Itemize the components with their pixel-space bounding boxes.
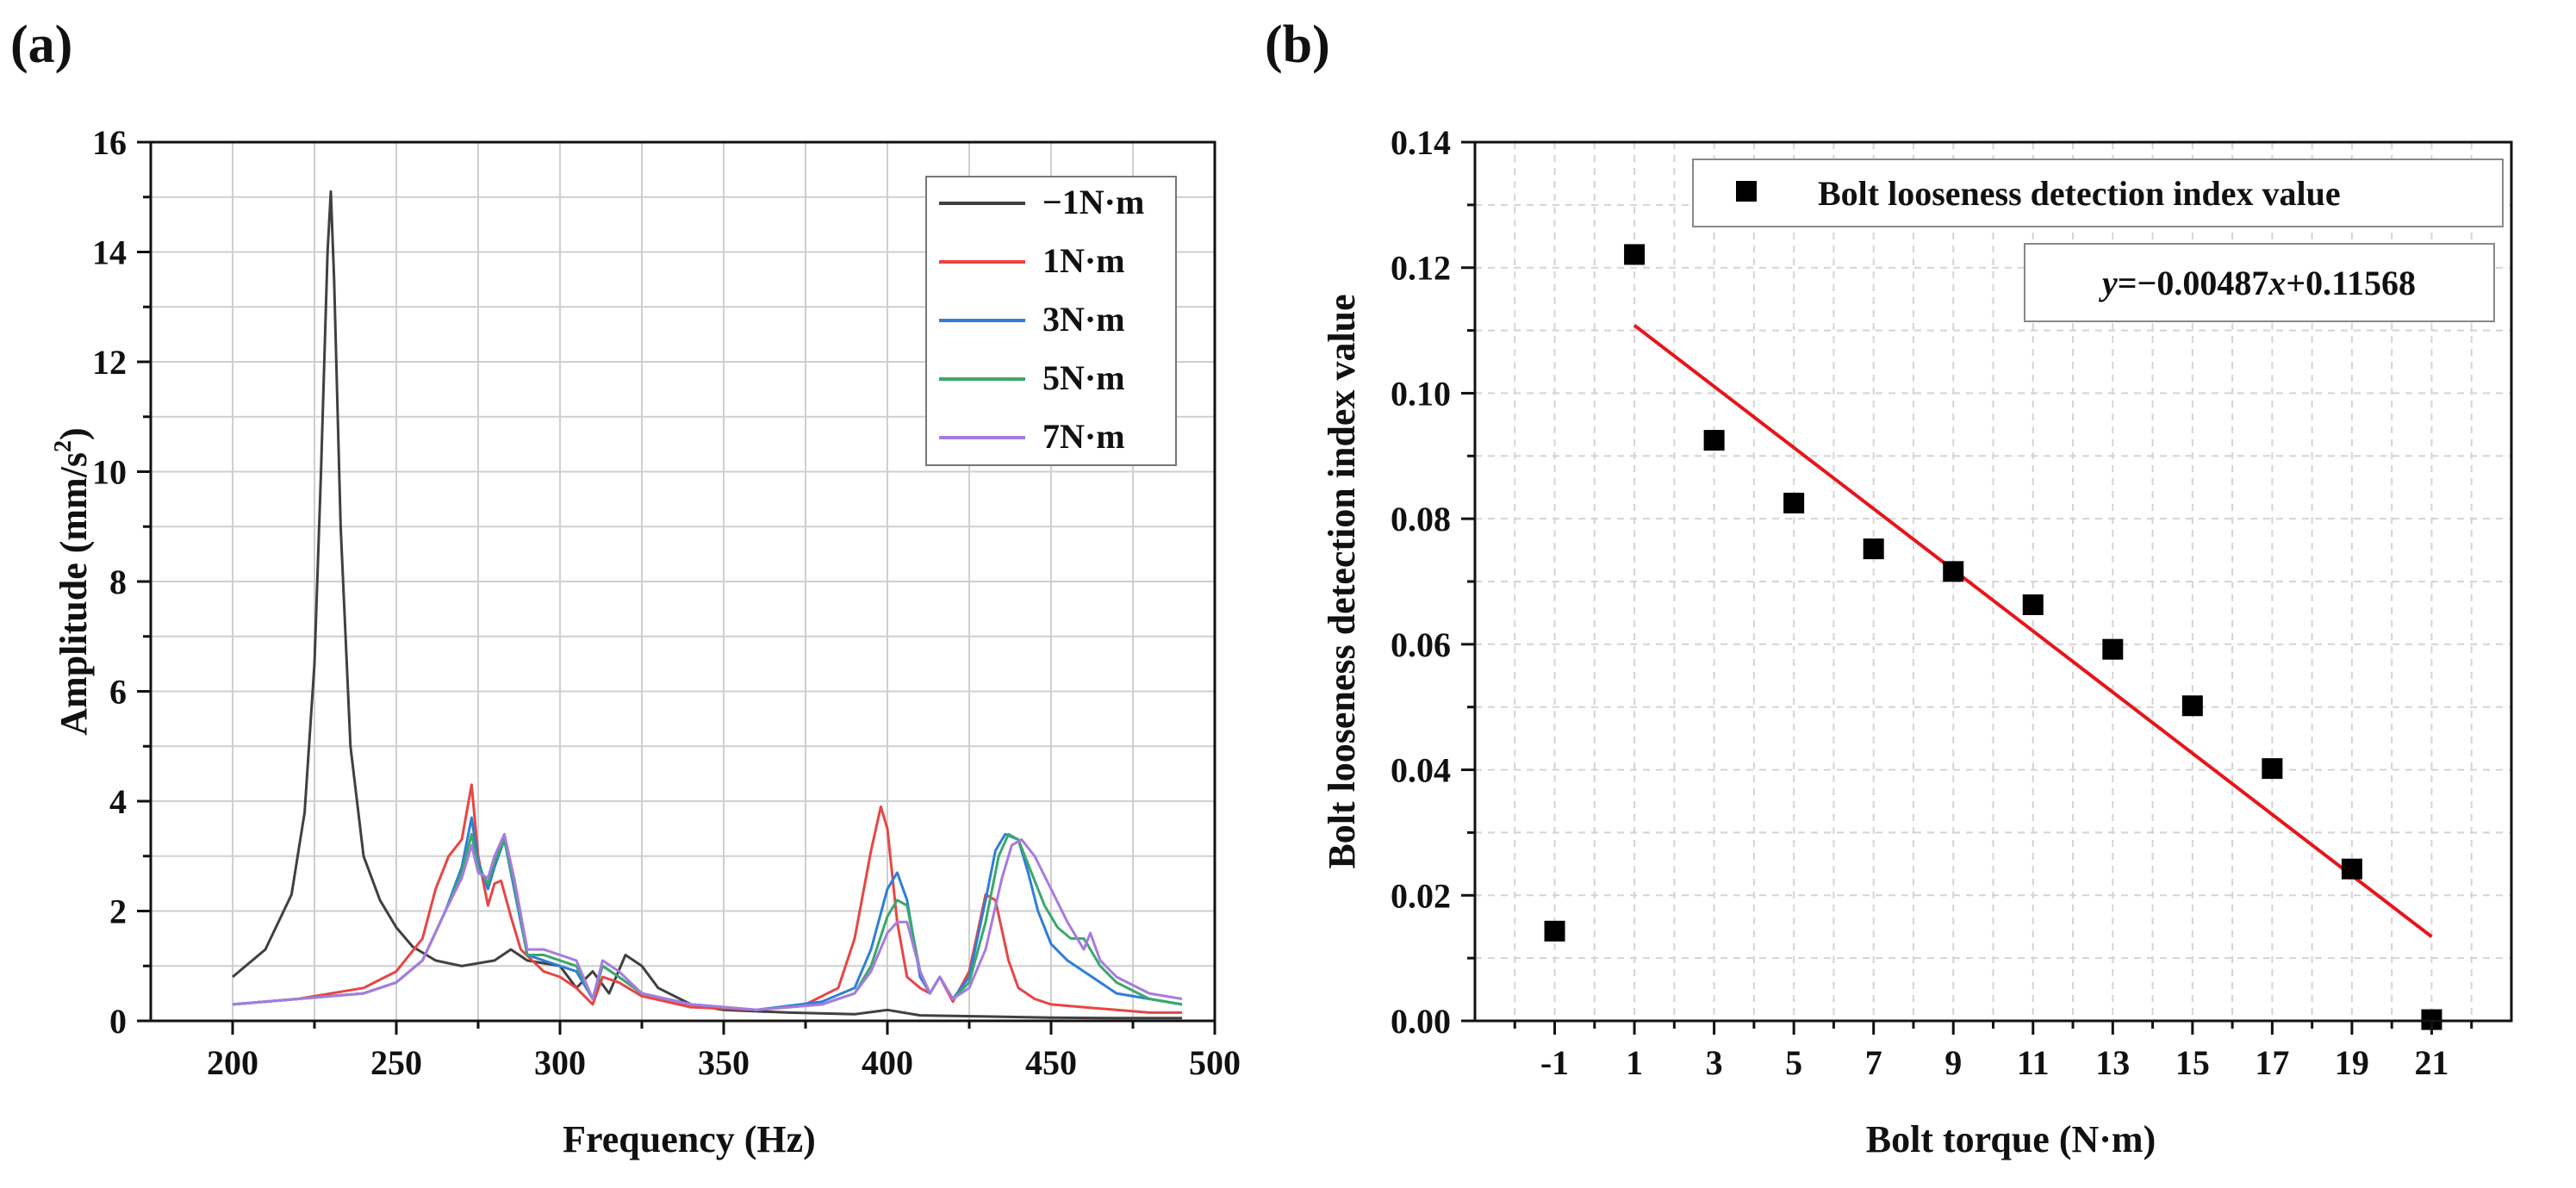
panel-b-scatter-chart: (b) -1 1 3 5 7 9 11 13 15 17 19 210.000.020.040.060… [1265, 16, 2513, 1160]
legend-label-3: 3N·m [1042, 300, 1125, 339]
scatter-point [2262, 758, 2283, 780]
y-tick-label: 0.06 [1391, 625, 1451, 664]
panel-b-equation-box [2024, 243, 2495, 322]
panel-a-ticks: 200 250 300 350 400 450 500 0 2 4 6 8 10 12 14 16 [92, 123, 1241, 1082]
scatter-point [1783, 492, 1805, 513]
panel-b-x-axis-label: Bolt torque (N·m) [1866, 1118, 2156, 1160]
panel-a-legend: −1N·m 1N·m 3N·m 5N·m 7N·m [925, 176, 1177, 466]
y-tick-label: 0.00 [1391, 1002, 1451, 1041]
x-tick-label: 450 [1025, 1043, 1077, 1082]
x-tick-label: 9 [1944, 1043, 1962, 1082]
series-line-2 [232, 783, 1182, 1014]
series-line-1 [232, 190, 1182, 1020]
x-tick-label: 5 [1785, 1043, 1802, 1082]
x-tick-label: 350 [698, 1043, 750, 1082]
y-tick-label: 8 [109, 563, 127, 601]
legend-label-1: −1N·m [1042, 183, 1144, 221]
panel-b-ticks: -1 1 3 5 7 9 11 13 15 17 19 210.000.020.040.060.080… [1391, 123, 2473, 1082]
x-tick-label: 200 [207, 1043, 258, 1082]
x-tick-label: 300 [534, 1043, 586, 1082]
x-tick-label: 17 [2255, 1043, 2289, 1082]
panel-b-label: (b) [1265, 16, 1330, 74]
y-tick-label: 0.02 [1391, 876, 1451, 915]
y-tick-label: 0.04 [1391, 751, 1451, 790]
panel-b-legend: Bolt looseness detection index value [1692, 159, 2504, 227]
panel-b-equation-text: y=−0.00487x+0.11568 [2099, 264, 2416, 302]
panel-a-frequency-chart: (a) 200 250 300 350 400 450 500 0 2 4 6 8 10 12 14 16 F… [10, 16, 1241, 1160]
y-tick-label: 16 [92, 123, 127, 162]
x-tick-label: 15 [2175, 1043, 2210, 1082]
x-tick-label: 7 [1865, 1043, 1882, 1082]
panel-b-legend-marker [1736, 181, 1757, 202]
x-tick-label: 3 [1706, 1043, 1723, 1082]
x-tick-label: 400 [862, 1043, 913, 1082]
y-tick-label: 14 [92, 233, 127, 272]
panel-b-scatter-points [1544, 244, 2442, 1030]
x-tick-label: 250 [370, 1043, 422, 1082]
y-tick-label: 0.10 [1391, 374, 1451, 413]
series-line-3 [232, 816, 1183, 1011]
scatter-point [1624, 244, 1646, 265]
series-line-5 [232, 832, 1183, 1011]
legend-label-2: 1N·m [1042, 241, 1125, 280]
y-tick-label: 4 [109, 782, 127, 821]
panel-a-series-lines [232, 190, 1183, 1020]
y-tick-label: 10 [92, 453, 127, 492]
scatter-point [2022, 594, 2044, 615]
legend-label-5: 7N·m [1042, 417, 1125, 456]
panel-a-label: (a) [10, 16, 72, 74]
panel-a-y-axis-label: Amplitude (mm/s2) [50, 427, 95, 735]
y-tick-label: 12 [92, 343, 127, 382]
y-tick-label: 0.08 [1391, 500, 1451, 538]
x-tick-label: 500 [1189, 1043, 1241, 1082]
x-tick-label: 13 [2095, 1043, 2130, 1082]
y-tick-label: 6 [109, 673, 127, 712]
x-tick-label: -1 [1540, 1043, 1569, 1082]
scatter-point [1703, 430, 1725, 451]
scatter-point [2181, 695, 2203, 717]
scatter-point [1863, 538, 1884, 560]
x-tick-label: 11 [2017, 1043, 2050, 1082]
panel-a-x-axis-label: Frequency (Hz) [563, 1118, 816, 1160]
x-tick-label: 1 [1626, 1043, 1643, 1082]
panel-b-legend-box [1692, 159, 2504, 227]
legend-label-4: 5N·m [1042, 358, 1125, 397]
panel-b-fit-line [1633, 324, 2433, 938]
x-tick-label: 21 [2414, 1043, 2448, 1082]
y-tick-label: 0 [109, 1002, 127, 1041]
panel-b-y-axis-label: Bolt looseness detection index value [1321, 294, 1363, 868]
scatter-point [1544, 920, 1565, 942]
scatter-point [2341, 858, 2362, 880]
scatter-point [1943, 561, 1964, 582]
y-tick-label: 0.14 [1391, 123, 1451, 162]
scatter-point [2102, 638, 2124, 660]
x-tick-label: 19 [2335, 1043, 2369, 1082]
panel-b-legend-label: Bolt looseness detection index value [1818, 174, 2341, 213]
y-tick-label: 2 [109, 893, 127, 931]
y-tick-label: 0.12 [1391, 249, 1451, 288]
panel-b-fit-equation: y=−0.00487x+0.11568 [2024, 243, 2495, 322]
